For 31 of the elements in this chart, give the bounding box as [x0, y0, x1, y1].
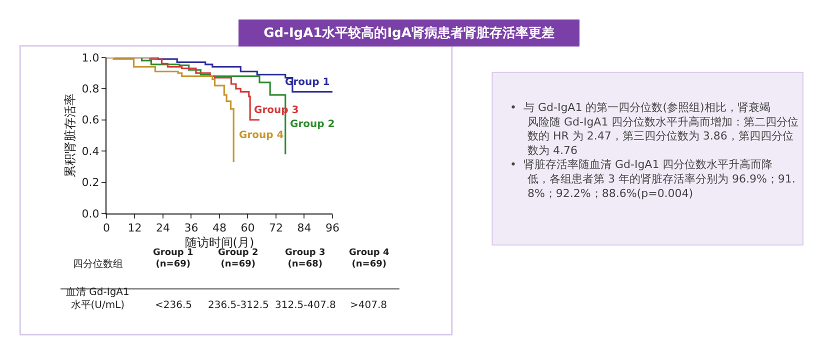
text: >407.8	[350, 300, 388, 311]
series-label: Group 4	[239, 130, 284, 141]
series-label: Group 2	[290, 119, 335, 130]
y-tick-label: 0.6	[82, 114, 100, 127]
y-tick-label: 0.8	[82, 82, 100, 96]
x-tick-label: 0	[102, 222, 110, 235]
y-tick-label: 0.2	[82, 176, 100, 190]
text: • 肾脏存活率随血清 Gd-IgA1 四分位数水平升高而降低，各组患者第 3 年的肾脏存活率分别为 96.9%；91.8%；92.2%；88.6%(p=0.004)	[510, 158, 796, 200]
x-tick-label: 84	[297, 222, 312, 235]
x-tick-label: 24	[156, 222, 170, 235]
y-axis-title: 累积肾脏存活率	[63, 93, 78, 178]
text: 312.5-407.8	[275, 300, 336, 311]
y-tick-label: 1.0	[82, 51, 100, 64]
text: 血清 Gd-IgA1 水平(U/mL)	[66, 286, 130, 311]
text: Group 2 (n=69)	[218, 248, 258, 270]
x-tick-label: 96	[325, 222, 340, 235]
text: Group 4 (n=69)	[349, 248, 390, 270]
text: Group 3 (n=68)	[285, 248, 326, 270]
x-tick-label: 72	[268, 222, 283, 235]
x-tick-label: 60	[240, 222, 255, 235]
text: <236.5	[155, 300, 192, 311]
text: 236.5-312.5	[208, 300, 269, 311]
y-tick-label: 0.4	[82, 144, 100, 158]
x-tick-label: 12	[128, 222, 142, 235]
x-tick-label: 48	[212, 222, 226, 235]
x-tick-label: 36	[184, 222, 198, 235]
text: Group 1 (n=69)	[153, 248, 194, 270]
text: 四分位数组	[73, 258, 123, 270]
text: • 与 Gd-IgA1 的第一四分位数(参照组)相比，肾衰竭风险随 Gd-IgA1 四分位数水平升高而增加：第二四分位数的 HR 为 2.47，第三四分位数为 3.86，第四四分位数为 4.76	[510, 101, 799, 157]
text: Gd-IgA1水平较高的IgA肾病患者肾脏存活率更差	[264, 25, 554, 41]
y-tick-label: 0.0	[82, 207, 100, 220]
